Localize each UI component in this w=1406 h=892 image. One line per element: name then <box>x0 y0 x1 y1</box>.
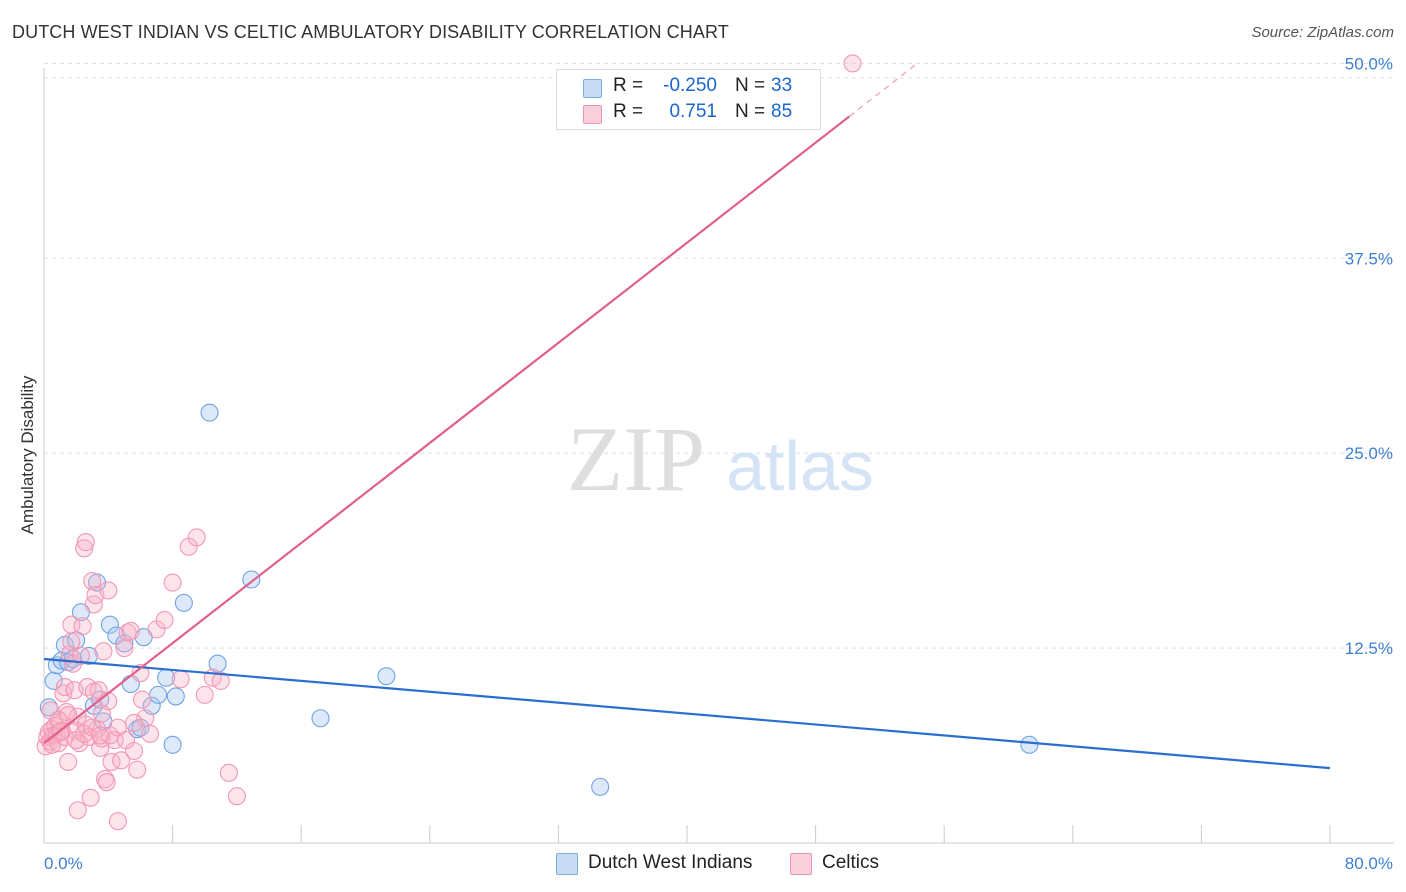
legend-swatch-celtics <box>790 853 812 875</box>
point-dutch-west-indians <box>377 667 396 686</box>
point-dutch-west-indians <box>174 593 193 612</box>
stats-r-label: R = <box>613 101 644 122</box>
stats-r-label: R = <box>613 75 644 96</box>
watermark: ZIP atlas <box>567 408 874 510</box>
legend-label-dutch: Dutch West Indians <box>588 852 753 873</box>
stats-r-value: 0.751 <box>669 101 717 122</box>
trend-lines <box>43 64 1331 770</box>
point-celtics <box>141 724 160 743</box>
source-label: Source: ZipAtlas.com <box>1251 24 1394 41</box>
point-celtics <box>124 713 144 732</box>
stats-swatch-celtics <box>583 105 602 124</box>
point-celtics <box>121 621 140 640</box>
stats-n-label: N = <box>735 75 766 96</box>
point-celtics <box>75 539 94 558</box>
trend-line-celtics-extension <box>848 64 916 117</box>
point-celtics <box>102 752 121 771</box>
point-celtics <box>59 752 78 771</box>
scatter-points <box>36 54 1039 831</box>
point-dutch-west-indians <box>39 698 58 717</box>
stats-n-value: 85 <box>771 101 793 122</box>
y-tick-label: 25.0% <box>1345 444 1393 463</box>
legend-label-celtics: Celtics <box>822 852 880 873</box>
y-tick-label: 50.0% <box>1345 54 1393 73</box>
point-celtics <box>91 726 110 745</box>
x-tick-label-min: 0.0% <box>44 854 83 873</box>
point-celtics <box>73 617 92 636</box>
point-celtics <box>96 770 115 789</box>
stats-box: R = -0.250 N = 33 R = 0.751 N = 85 <box>556 69 821 130</box>
stats-n-value: 33 <box>771 75 793 96</box>
x-tick-label-max: 80.0% <box>1345 854 1393 873</box>
point-celtics <box>54 684 73 703</box>
point-dutch-west-indians <box>311 709 330 728</box>
point-celtics <box>62 632 81 651</box>
watermark-atlas: atlas <box>726 427 874 505</box>
stats-r-value: -0.250 <box>663 75 717 96</box>
point-celtics <box>112 751 131 770</box>
watermark-zip: ZIP <box>567 408 705 510</box>
point-celtics <box>84 595 103 614</box>
point-celtics <box>91 738 110 757</box>
point-dutch-west-indians <box>100 615 119 634</box>
point-celtics <box>78 678 97 697</box>
legend-swatch-dutch <box>556 853 578 875</box>
point-celtics <box>128 760 147 779</box>
point-celtics <box>133 690 152 709</box>
point-celtics <box>81 788 100 807</box>
point-celtics <box>195 685 214 704</box>
axes <box>43 68 1394 844</box>
point-dutch-west-indians <box>163 735 182 754</box>
y-tick-label: 37.5% <box>1345 249 1393 268</box>
point-celtics <box>68 801 87 820</box>
point-celtics <box>227 787 246 806</box>
point-dutch-west-indians <box>1020 735 1039 754</box>
point-celtics <box>115 639 134 658</box>
point-celtics <box>76 533 95 552</box>
point-dutch-west-indians <box>200 403 219 422</box>
point-celtics <box>84 682 103 701</box>
trend-line-dutch-west-indians <box>43 657 1331 770</box>
point-celtics <box>155 610 174 630</box>
stats-row-dutch: R = -0.250 N = 33 <box>557 75 820 101</box>
stats-n-label: N = <box>735 101 766 122</box>
y-tick-label: 12.5% <box>1345 639 1393 658</box>
point-dutch-west-indians <box>44 671 63 690</box>
y-axis-label: Ambulatory Disability <box>18 375 37 535</box>
point-celtics <box>99 692 118 711</box>
point-celtics <box>163 573 182 592</box>
point-dutch-west-indians <box>149 685 168 704</box>
point-celtics <box>187 528 206 547</box>
point-celtics <box>843 54 862 73</box>
point-dutch-west-indians <box>131 718 150 737</box>
point-celtics <box>97 773 116 792</box>
point-celtics <box>99 581 118 600</box>
point-dutch-west-indians <box>166 687 185 706</box>
point-celtics <box>219 763 238 782</box>
trend-line-celtics <box>43 115 851 745</box>
grid-lines <box>44 62 1394 649</box>
point-dutch-west-indians <box>208 654 227 673</box>
point-celtics <box>116 731 136 750</box>
point-celtics <box>118 623 137 642</box>
point-dutch-west-indians <box>591 777 610 796</box>
point-celtics <box>71 646 91 665</box>
point-celtics <box>211 671 230 690</box>
point-celtics <box>55 678 74 697</box>
stats-swatch-dutch <box>583 79 602 98</box>
point-celtics <box>94 642 113 661</box>
chart-title: DUTCH WEST INDIAN VS CELTIC AMBULATORY D… <box>12 22 729 42</box>
point-celtics <box>171 670 190 689</box>
stats-row-celtics: R = 0.751 N = 85 <box>557 101 820 127</box>
point-celtics <box>83 572 102 591</box>
tick-labels: 12.5% 25.0% 37.5% 50.0% 0.0% 80.0% <box>44 54 1393 873</box>
point-celtics <box>131 663 150 683</box>
point-celtics <box>108 812 127 831</box>
